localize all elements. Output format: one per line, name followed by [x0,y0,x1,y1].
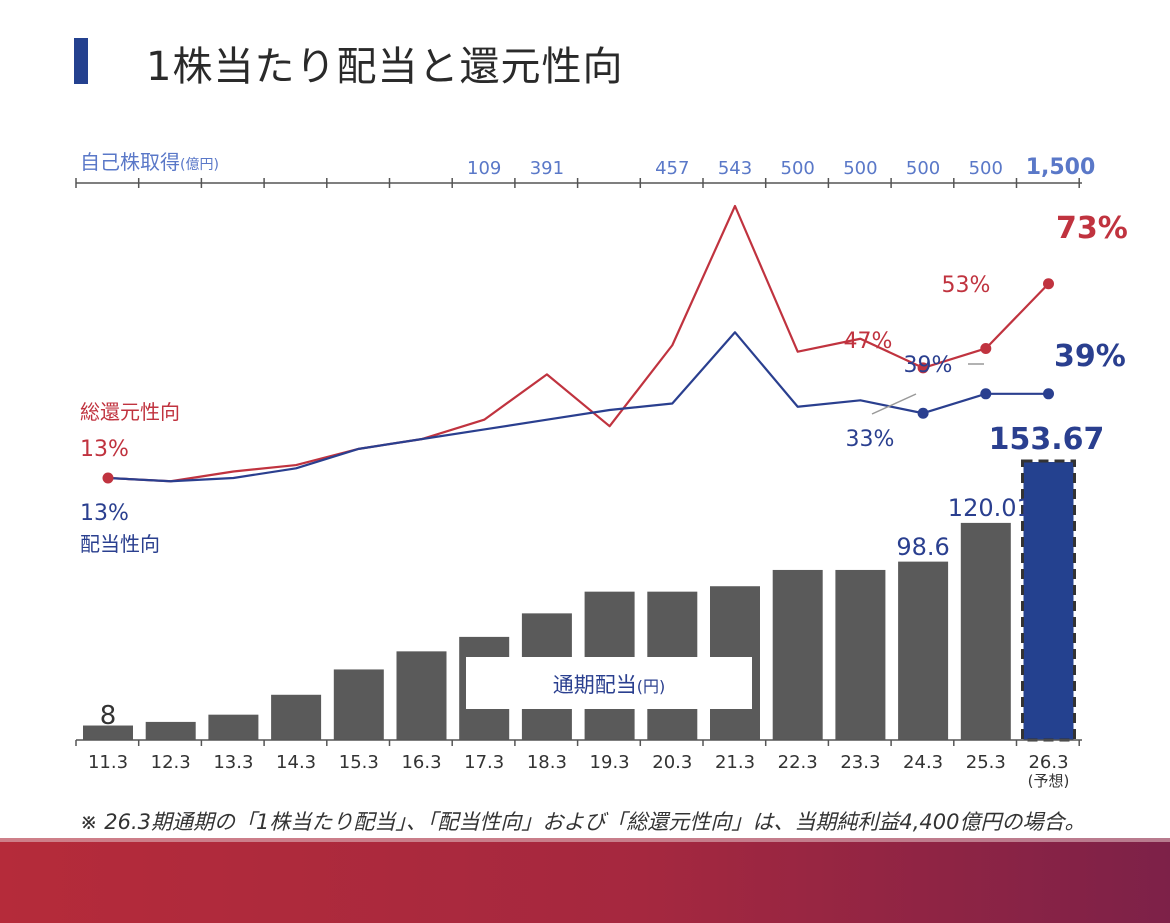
x-tick-label: 18.3 [527,752,567,773]
total-return-point [917,362,929,374]
buyback-value: 391 [530,158,564,179]
total-return-point [102,472,114,484]
dividend-data-label: 153.67 [989,422,1105,457]
x-tick-label: 19.3 [590,752,630,773]
x-tick-label: 22.3 [778,752,818,773]
dividend-bar [271,694,322,740]
x-tick-note: (予想) [1028,772,1070,790]
x-tick-label: 16.3 [401,752,441,773]
dividend-legend-text: 通期配当(円) [553,673,666,697]
dividend-bar [333,669,384,740]
dividend-payout-chart: 109 391 457 543 500 500 500 500 1,500 通期配当(円) 11… [75,155,1128,790]
bottom-band [0,838,1170,923]
buyback-label: 自己株取得(億円) [80,146,219,175]
x-tick-label: 17.3 [464,752,504,773]
x-tick-label: 15.3 [339,752,379,773]
buyback-value: 543 [718,158,752,179]
total-return-line [107,204,1050,483]
total-return-point [1043,278,1054,290]
dividend-bar [772,569,823,740]
dividend-bar [396,651,447,740]
buyback-value: 109 [467,158,501,179]
buyback-label-text: 自己株取得 [80,150,180,174]
forecast-dividend-bar [1023,462,1074,740]
total-return-data-label: 47% [844,329,893,354]
buyback-value: 500 [781,158,815,179]
buyback-value: 1,500 [1026,155,1096,180]
x-tick-label: 12.3 [151,752,191,773]
total-return-data-label: 53% [942,273,991,298]
payout-data-label: 39% [1054,339,1126,374]
dividend-data-label: 120.01 [948,494,1032,522]
buyback-value: 500 [843,158,877,179]
x-tick-label: 20.3 [652,752,692,773]
x-tick-label: 11.3 [88,752,128,773]
dividend-bar [898,561,949,740]
payout-point [1043,388,1054,400]
payout-data-label: 39% [904,353,953,378]
total-return-data-label: 13% [80,437,129,462]
dividend-legend-unit: (円) [637,677,666,696]
dividend-bars [83,459,1076,742]
title-accent-bar [74,38,88,84]
x-tick-label: 25.3 [966,752,1006,773]
page-title: 1株当たり配当と還元性向 [146,44,624,90]
dividend-bar [145,721,196,740]
footnote: ※ 26.3期通期の「1株当たり配当」、「配当性向」および「総還元性向」は、当期… [80,810,1086,834]
dividend-data-label: 98.6 [896,533,949,561]
x-tick-label: 26.3 [1028,752,1068,773]
data-labels: 8 98.6 120.01 153.67 13% 47% 53% 73% 13% 33% 39% 39… [80,211,1128,731]
dividend-legend-box-bg [466,657,752,709]
dividend-data-label: 8 [100,701,117,731]
payout-series-label: 配当性向 [80,532,160,556]
payout-point [980,388,992,400]
total-return-data-label: 73% [1056,211,1128,246]
x-tick-label: 23.3 [840,752,880,773]
dividend-bar [208,714,259,740]
dividend-bar [960,522,1011,740]
buyback-value: 500 [969,158,1003,179]
x-tick-label: 24.3 [903,752,943,773]
x-tick-label: 21.3 [715,752,755,773]
dividend-bar [83,725,133,740]
x-tick-label: 14.3 [276,752,316,773]
total-return-series-label: 総還元性向 [80,400,180,424]
buyback-unit: (億円) [180,157,219,173]
x-tick-label: 13.3 [213,752,253,773]
ratio-lines [102,204,1054,484]
payout-data-label: 13% [80,501,129,526]
buyback-axis: 109 391 457 543 500 500 500 500 1,500 [75,155,1096,188]
total-return-point [980,342,992,354]
buyback-value: 500 [906,158,940,179]
label-leader-line [871,393,917,415]
payout-point [917,407,929,419]
x-axis: 11.3 12.3 13.3 14.3 15.3 16.3 17.3 18.3 19.3 20.3… [75,739,1082,790]
buyback-value: 457 [655,158,689,179]
dividend-bar [835,569,886,740]
payout-data-label: 33% [846,427,895,452]
dividend-legend-label: 通期配当 [553,673,637,697]
dividend-legend-box: 通期配当(円) [466,657,752,709]
payout-line [107,331,1049,483]
